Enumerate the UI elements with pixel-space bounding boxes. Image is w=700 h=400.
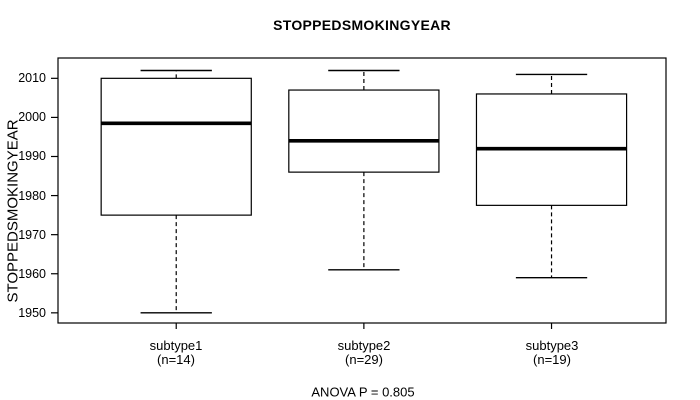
group-count: (n=19) xyxy=(533,351,571,367)
group-name: subtype1 xyxy=(149,338,203,353)
x-category-label-subtype3: subtype3 (n=19) xyxy=(526,339,579,366)
group-count: (n=29) xyxy=(345,351,383,367)
y-tick-label: 1970 xyxy=(18,227,46,242)
y-tick-label: 2000 xyxy=(18,110,46,125)
group-count: (n=14) xyxy=(157,351,195,367)
group-name: subtype3 xyxy=(525,338,579,353)
chart-title: STOPPEDSMOKINGYEAR xyxy=(273,17,451,33)
y-tick-label: 1980 xyxy=(18,188,46,203)
y-tick-label: 1990 xyxy=(18,149,46,164)
x-category-label-subtype1: subtype1 (n=14) xyxy=(150,339,203,366)
y-tick-label: 1950 xyxy=(18,305,46,320)
y-tick-label: 2010 xyxy=(18,71,46,86)
anova-p-value: ANOVA P = 0.805 xyxy=(311,384,415,400)
group-name: subtype2 xyxy=(337,338,391,353)
iqr-box xyxy=(288,89,440,173)
x-category-label-subtype2: subtype2 (n=29) xyxy=(338,339,391,366)
iqr-box xyxy=(100,77,252,216)
y-tick-label: 1960 xyxy=(18,266,46,281)
